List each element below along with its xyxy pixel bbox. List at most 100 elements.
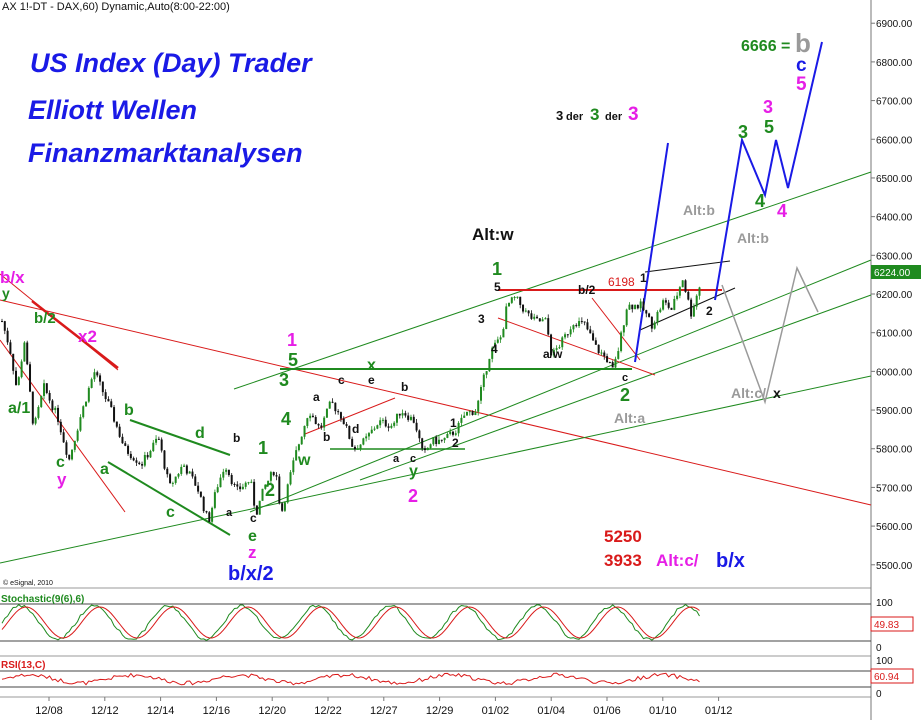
label-z-magenta: z [248, 543, 257, 562]
candle-body [474, 411, 477, 415]
label-3-black: 3 [478, 312, 485, 326]
rsi-level-0-label: 0 [876, 689, 882, 700]
candle-body [513, 297, 516, 299]
candle-body [676, 295, 679, 299]
candle-body [614, 358, 617, 368]
candle-body [662, 300, 665, 310]
candle-body [244, 482, 247, 487]
candle-body [600, 352, 603, 354]
candle-body [645, 310, 648, 314]
candle-body [407, 415, 410, 420]
y-tick-label: 6000.00 [876, 367, 913, 378]
candle-body [26, 342, 29, 365]
candle-body [687, 291, 690, 300]
rsi-line [1, 672, 700, 686]
candle-body [314, 417, 317, 425]
candle-body [79, 417, 82, 431]
label-alt-cx: Alt:c/ [731, 385, 766, 401]
candle-body [90, 379, 93, 388]
y-tick-label: 6400.00 [876, 213, 913, 224]
candle-body [230, 475, 233, 484]
candle-body [401, 413, 404, 416]
y-tick-label: 6700.00 [876, 97, 913, 108]
candle-body [538, 318, 541, 322]
candle-body [468, 411, 471, 413]
candle-body [149, 450, 152, 458]
label-c-green: c [166, 504, 175, 521]
label-third-b: 3 [590, 105, 599, 124]
candle-body [681, 280, 684, 288]
label-b-mid: b [323, 430, 330, 444]
candle-body [54, 407, 57, 411]
red-trendline-long [0, 299, 872, 506]
candle-body [82, 406, 85, 418]
candle-body [502, 328, 505, 338]
candle-body [20, 361, 23, 378]
candle-body [423, 448, 426, 451]
label-b-mid2: b [401, 380, 408, 394]
candle-body [132, 458, 135, 461]
candle-body [594, 340, 597, 345]
candle-body [653, 322, 656, 329]
x-tick-label: 12/22 [314, 705, 342, 717]
candle-body [552, 349, 555, 356]
candle-body [286, 484, 289, 503]
label-w-green: w [297, 452, 311, 469]
candle-body [460, 417, 463, 423]
candle-body [283, 502, 286, 511]
candle-body [323, 417, 326, 428]
candle-body [278, 476, 281, 504]
label-bx2: b/x/2 [228, 563, 274, 585]
candle-body [572, 325, 575, 330]
label-5250: 5250 [604, 527, 642, 546]
candle-body [96, 372, 99, 376]
label-third-c: 3 [628, 104, 639, 125]
candle-body [547, 318, 550, 335]
candle-body [606, 356, 609, 363]
label-b2-mid: b/2 [578, 283, 596, 297]
label-5-green-top: 5 [764, 117, 774, 137]
candle-body [367, 433, 370, 437]
candle-body [530, 313, 533, 319]
candle-body [496, 339, 499, 343]
candle-body [208, 512, 211, 522]
candle-body [393, 422, 396, 426]
rsi-value-box [870, 668, 914, 684]
label-a-low2: a [393, 453, 400, 465]
label-e-green: e [248, 528, 257, 545]
stoch-level-100-label: 100 [876, 598, 893, 609]
candle-body [463, 415, 466, 418]
label-5-green: 5 [288, 350, 298, 370]
candle-body [446, 433, 449, 438]
blue-projection-2 [714, 41, 823, 301]
candle-body [656, 311, 659, 323]
candle-body [664, 300, 667, 303]
candle-body [160, 439, 163, 451]
candle-body [303, 425, 306, 437]
x-tick-label: 12/08 [35, 705, 63, 717]
candle-body [146, 454, 149, 458]
candle-body [17, 377, 20, 385]
candle-body [216, 487, 219, 493]
candle-body [194, 476, 197, 486]
candle-body [466, 411, 468, 416]
label-1-green-top: 1 [492, 259, 502, 279]
x-tick-label: 12/14 [147, 705, 175, 717]
candle-body [575, 325, 578, 327]
green-wedge-bottom [107, 461, 231, 536]
headings: US Index (Day) Trader Elliott Wellen Fin… [28, 48, 313, 168]
candle-body [667, 302, 670, 308]
candle-body [569, 329, 572, 335]
candle-body [692, 306, 695, 317]
candle-body [261, 488, 264, 501]
candle-body [45, 383, 48, 393]
candle-body [121, 436, 124, 444]
candle-body [199, 491, 202, 497]
candle-body [536, 316, 539, 319]
candle-body [522, 304, 525, 312]
candle-body [365, 436, 368, 439]
stoch-label: Stochastic(9(6),6) [1, 594, 84, 605]
label-c-right: c [622, 372, 628, 384]
label-alt-c-bottom: Alt:c/ [656, 551, 699, 570]
label-e-mid: e [368, 373, 375, 387]
